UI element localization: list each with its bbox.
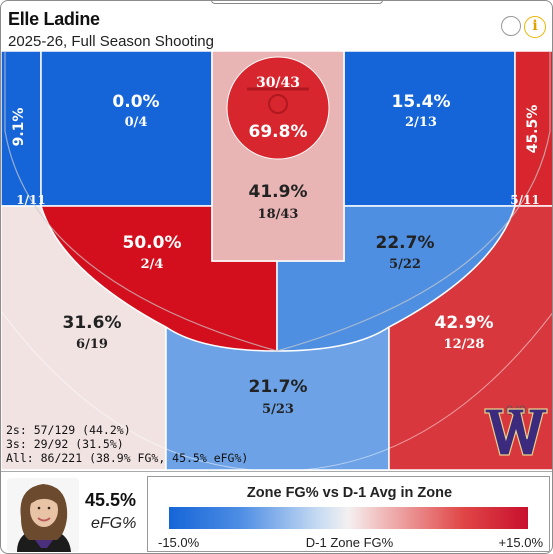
efg-label: eFG% [91,515,137,532]
twos-total: 2s: 57/129 (44.2%) [6,423,131,437]
left-wing-three-frac: 0/4 [125,115,148,130]
legend-center-label: D-1 Zone FG% [305,535,394,550]
efg-value: 45.5% [85,490,137,510]
left-mid-frac: 2/4 [141,257,164,272]
right-wing-three-frac: 2/13 [405,115,437,130]
paint-pct: 41.9% [249,182,308,202]
header: Elle Ladine 2025-26, Full Season Shootin… [1,1,552,51]
legend-max-label: +15.0% [498,535,543,550]
right-corner-pct: 45.5% [525,105,541,154]
legend-gradient-bar [169,507,528,529]
shooting-totals: 2s: 57/129 (44.2%) 3s: 29/92 (31.5%) All… [6,423,248,465]
left-mid-pct: 50.0% [123,233,182,253]
rim-pct: 69.8% [249,122,308,142]
info-icon[interactable]: i [524,16,546,38]
left-wing-deep-pct: 31.6% [63,313,122,333]
zone-right-mid [276,205,517,352]
legend-title: Zone FG% vs D-1 Avg in Zone [246,485,453,501]
season-subtitle: 2025-26, Full Season Shooting [8,33,214,50]
player-name: Elle Ladine [8,9,100,29]
top-key-frac: 5/23 [262,402,294,417]
rim-frac: 30/43 [256,75,300,91]
circle-icon[interactable] [501,16,521,36]
right-mid-frac: 5/22 [389,257,421,272]
top-key-pct: 21.7% [249,377,308,397]
zone-left-mid [39,205,278,352]
left-wing-deep-frac: 6/19 [76,337,108,352]
left-wing-three-pct: 0.0% [112,92,159,112]
right-wing-deep-frac: 12/28 [444,337,485,352]
right-corner-frac: 5/11 [510,193,539,207]
paint-frac: 18/43 [258,207,299,222]
player-avatar [7,478,79,552]
washington-w-logo: 0/0 [481,401,551,461]
legend-min-label: -15.0% [158,535,200,550]
right-wing-three-pct: 15.4% [392,92,451,112]
all-total: All: 86/221 (38.9% FG%, 45.5% eFG%) [6,451,249,465]
zone-rim [226,56,330,160]
threes-total: 3s: 29/92 (31.5%) [6,437,124,451]
right-mid-pct: 22.7% [376,233,435,253]
court-shot-chart: 9.1% 1/11 0.0% 0/4 15.4% 2/13 45.5% 5/11… [1,51,552,470]
color-legend: Zone FG% vs D-1 Avg in Zone -15.0% D-1 Z… [147,476,550,552]
left-corner-pct: 9.1% [11,108,27,147]
right-wing-deep-pct: 42.9% [435,313,494,333]
left-corner-frac: 1/11 [16,193,45,207]
zone-right-corner [514,51,552,207]
footer: 45.5% eFG% Zone FG% vs D-1 Avg in Zone -… [1,471,552,553]
